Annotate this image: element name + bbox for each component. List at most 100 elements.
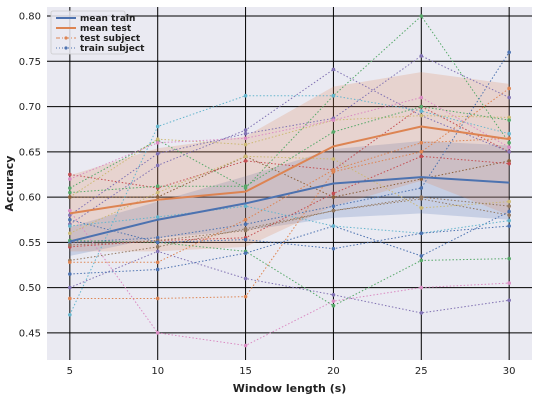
subject-point <box>243 237 248 242</box>
subject-point <box>507 86 511 91</box>
legend-label-test-subject: test subject <box>80 34 141 44</box>
subject-point <box>68 272 72 276</box>
subject-point <box>507 204 511 208</box>
legend-box <box>50 10 126 55</box>
subject-point <box>507 131 511 136</box>
subject-point <box>507 95 511 100</box>
subject-point <box>507 298 511 303</box>
subject-point <box>243 217 248 222</box>
subject-line <box>69 196 510 246</box>
subject-point <box>419 258 424 263</box>
y-axis-label: Accuracy <box>3 156 16 212</box>
subject-line <box>69 96 510 180</box>
subject-point <box>243 184 248 189</box>
subject-point <box>155 236 160 240</box>
subject-line <box>69 106 510 194</box>
subject-point <box>507 256 511 261</box>
x-tick-label: 30 <box>503 366 516 377</box>
subject-line <box>69 210 510 347</box>
x-tick-label: 25 <box>415 366 428 377</box>
subject-point <box>331 191 336 196</box>
legend-label-train-subject: train subject <box>80 44 145 54</box>
subject-line <box>69 88 510 299</box>
subject-point <box>331 130 336 134</box>
subject-point <box>243 276 248 281</box>
legend-marker-train-subject <box>64 46 68 50</box>
subject-layer <box>68 14 511 348</box>
mean-line <box>69 125 510 215</box>
legend-label-mean-train: mean train <box>80 14 135 24</box>
subject-point <box>155 245 160 249</box>
subject-point <box>419 113 424 118</box>
subject-point <box>419 104 424 109</box>
subject-point <box>331 118 336 122</box>
legend: mean train mean test test subject train … <box>50 10 145 55</box>
y-tick-label: 0.65 <box>19 147 41 158</box>
subject-point <box>68 312 72 317</box>
subject-line <box>69 240 510 307</box>
subject-point <box>68 190 72 195</box>
subject-point <box>331 204 336 208</box>
subject-point <box>507 224 511 228</box>
subject-line <box>69 105 510 189</box>
subject-line <box>69 198 510 261</box>
subject-point <box>419 150 424 154</box>
subject-point <box>68 195 72 199</box>
subject-point <box>155 151 160 156</box>
subject-point <box>331 195 336 199</box>
subject-point <box>331 157 336 161</box>
subject-point <box>507 50 511 55</box>
subject-point <box>68 208 72 213</box>
subject-line <box>69 137 510 263</box>
x-axis-label: Window length (s) <box>233 382 347 395</box>
subject-point <box>243 228 248 233</box>
subject-point <box>507 199 511 204</box>
subject-point <box>68 243 72 247</box>
subject-point <box>507 115 511 120</box>
subject-point <box>331 246 336 251</box>
subject-point <box>155 249 160 254</box>
subject-point <box>419 195 424 199</box>
subject-point <box>419 154 424 159</box>
subject-point <box>243 222 248 227</box>
legend-marker-test-subject <box>64 36 68 40</box>
subject-point <box>507 281 511 285</box>
subject-point <box>155 296 160 301</box>
subject-point <box>419 186 424 190</box>
subject-point <box>68 260 72 265</box>
subject-point <box>68 296 72 301</box>
subject-line <box>69 68 510 225</box>
subject-point <box>155 240 160 245</box>
subject-point <box>68 213 72 217</box>
x-tick-label: 20 <box>327 366 340 377</box>
subject-point <box>155 190 160 195</box>
y-tick-label: 0.80 <box>19 12 41 23</box>
subject-point <box>155 124 160 129</box>
subject-point <box>68 231 72 236</box>
subject-point <box>419 206 424 210</box>
subject-point <box>155 140 160 145</box>
y-tick-label: 0.55 <box>19 238 41 249</box>
subject-point <box>68 177 72 181</box>
subject-point <box>507 140 511 145</box>
subject-point <box>243 131 248 136</box>
subject-point <box>331 67 336 72</box>
subject-point <box>507 118 511 122</box>
subject-line <box>69 211 510 275</box>
subject-point <box>419 311 424 315</box>
subject-point <box>243 93 248 98</box>
y-tick-label: 0.45 <box>19 328 41 339</box>
subject-point <box>507 150 511 154</box>
subject-line <box>69 55 510 216</box>
subject-line <box>69 205 510 234</box>
x-tick-label: 5 <box>67 366 73 377</box>
subject-point <box>507 145 511 150</box>
subject-point <box>68 186 72 190</box>
y-tick-label: 0.50 <box>19 283 41 294</box>
subject-point <box>419 254 424 258</box>
subject-point <box>155 260 160 265</box>
subject-point <box>155 267 160 272</box>
subject-point <box>419 14 424 18</box>
subject-point <box>507 218 511 223</box>
